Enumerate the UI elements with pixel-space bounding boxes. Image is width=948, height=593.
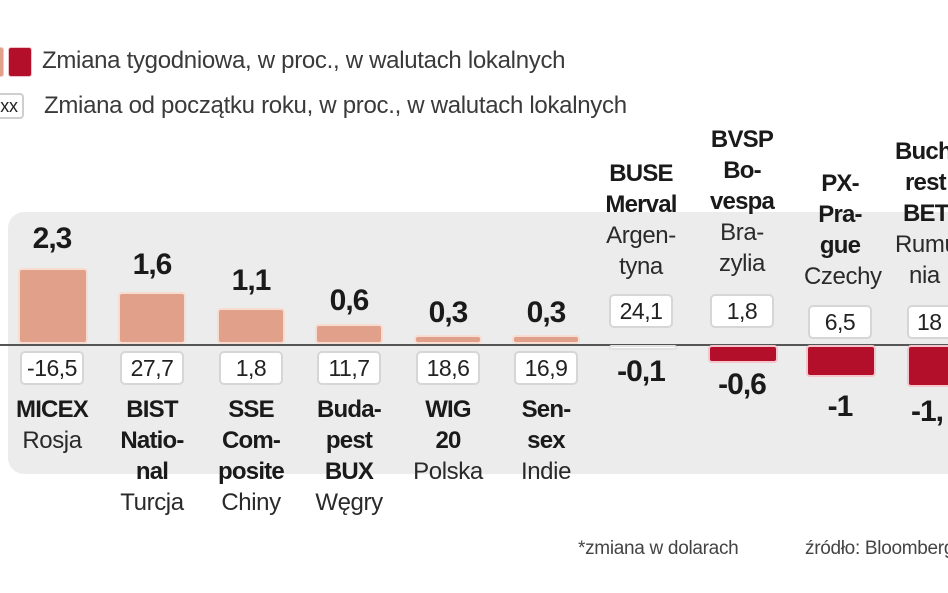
source-note: źródło: Bloomberg — [805, 538, 948, 559]
legend-weekly: Zmiana tygodniowa, w proc., w walutach l… — [0, 46, 566, 77]
ytd-value-box: 6,5 — [808, 305, 872, 339]
index-label: Bucha- rest BET Rumu- nia — [895, 138, 948, 289]
index-label: PX- Pra- gue Czechy — [804, 170, 882, 290]
weekly-bar — [806, 345, 876, 377]
weekly-value: -0,1 — [617, 355, 666, 388]
ytd-value-box: 24,1 — [609, 294, 673, 328]
ytd-value-box: 18,6 — [416, 351, 480, 385]
index-label: SSE Com- posite Chiny — [218, 396, 285, 516]
index-label: Sen- sex Indie — [520, 396, 572, 485]
weekly-bar — [18, 268, 88, 344]
ytd-value-box: -16,5 — [20, 351, 84, 385]
weekly-value: 2,3 — [32, 222, 73, 255]
legend-weekly-swatch — [0, 47, 32, 77]
weekly-value: 0,3 — [526, 296, 567, 329]
weekly-bar — [609, 345, 677, 350]
weekly-bar — [907, 345, 948, 387]
ytd-value-box: 16,9 — [514, 351, 578, 385]
index-label: BVSP Bo- vespa Bra- zylia — [709, 126, 775, 277]
ytd-value-box: 1,8 — [710, 294, 774, 328]
ytd-value-box: 1,8 — [219, 351, 283, 385]
ytd-value-box: 27,7 — [120, 351, 184, 385]
weekly-bar — [217, 308, 285, 344]
index-label: MICEX Rosja — [16, 396, 89, 454]
weekly-value: -1, — [911, 395, 944, 428]
weekly-value: 1,6 — [132, 248, 173, 281]
legend-ytd-label: Zmiana od początku roku, w proc., w walu… — [44, 92, 627, 119]
index-label: Buda- pest BUX Węgry — [315, 396, 383, 516]
weekly-value: 0,3 — [428, 296, 469, 329]
legend-ytd-swatch: xx — [0, 93, 24, 119]
weekly-bar — [708, 345, 778, 363]
weekly-value: 0,6 — [329, 284, 370, 317]
footnote: *zmiana w dolarach — [578, 538, 739, 559]
weekly-value: -1 — [827, 390, 854, 423]
weekly-value: 1,1 — [231, 264, 272, 297]
ytd-value-box: 18 — [907, 305, 948, 339]
zero-baseline — [0, 344, 948, 346]
weekly-bar — [512, 335, 580, 344]
weekly-bar — [414, 335, 482, 344]
index-label: BUSE Merval Argen- tyna — [605, 160, 677, 280]
legend-ytd: xx Zmiana od początku roku, w proc., w w… — [0, 91, 627, 121]
weekly-value: -0,6 — [718, 368, 767, 401]
legend-weekly-label: Zmiana tygodniowa, w proc., w walutach l… — [42, 47, 566, 74]
index-label: BIST Natio- nal Turcja — [120, 396, 184, 516]
weekly-bar — [315, 324, 383, 344]
index-label: WIG 20 Polska — [413, 396, 483, 485]
weekly-bar — [118, 292, 186, 344]
ytd-value-box: 11,7 — [317, 351, 381, 385]
